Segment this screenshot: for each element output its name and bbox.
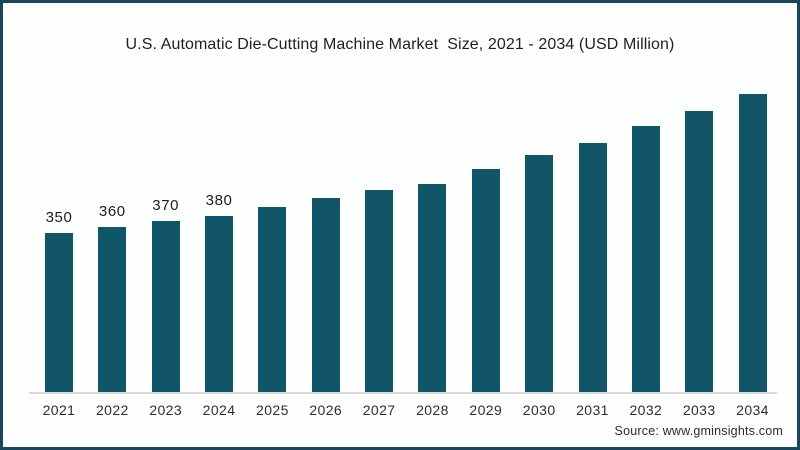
x-tick-2032: 2032 xyxy=(629,402,663,418)
bar-2033 xyxy=(685,111,714,392)
value-label-2024: 380 xyxy=(205,191,233,209)
source-credit: Source: www.gminsights.com xyxy=(614,424,783,438)
chart-title: U.S. Automatic Die-Cutting Machine Marke… xyxy=(125,36,675,53)
x-tick-2027: 2027 xyxy=(362,402,396,418)
bar-2032 xyxy=(631,125,660,392)
x-tick-2025: 2025 xyxy=(256,402,289,418)
bar-2027 xyxy=(365,189,394,392)
bar-2029 xyxy=(471,169,500,392)
x-tick-2026: 2026 xyxy=(309,402,343,418)
bar-2021 xyxy=(45,233,73,392)
bar-2024 xyxy=(205,215,234,392)
bar-2031 xyxy=(578,143,607,392)
plot-area: 2021 350 2022 360 2023 370 2024 380 2025 2026 2027… xyxy=(3,3,797,447)
x-tick-2030: 2030 xyxy=(522,402,556,418)
bar-2026 xyxy=(311,198,340,392)
x-tick-2029: 2029 xyxy=(469,402,503,418)
bar-2028 xyxy=(418,183,447,392)
bar-2030 xyxy=(525,154,554,392)
x-tick-2023: 2023 xyxy=(149,402,183,418)
x-tick-2022: 2022 xyxy=(95,402,129,418)
x-tick-2021: 2021 xyxy=(42,402,76,418)
x-tick-2028: 2028 xyxy=(416,402,449,418)
x-tick-2033: 2033 xyxy=(682,402,716,418)
x-axis-line xyxy=(29,392,777,394)
bar-2034 xyxy=(738,93,767,392)
value-label-2023: 370 xyxy=(152,197,180,215)
value-label-2022: 360 xyxy=(98,203,126,221)
x-tick-2031: 2031 xyxy=(576,402,609,418)
value-label-2021: 350 xyxy=(45,209,73,227)
bar-2023 xyxy=(151,221,180,392)
x-tick-2024: 2024 xyxy=(202,402,236,418)
bar-2025 xyxy=(258,206,287,392)
bar-2022 xyxy=(98,227,127,392)
x-tick-2034: 2034 xyxy=(736,402,769,418)
